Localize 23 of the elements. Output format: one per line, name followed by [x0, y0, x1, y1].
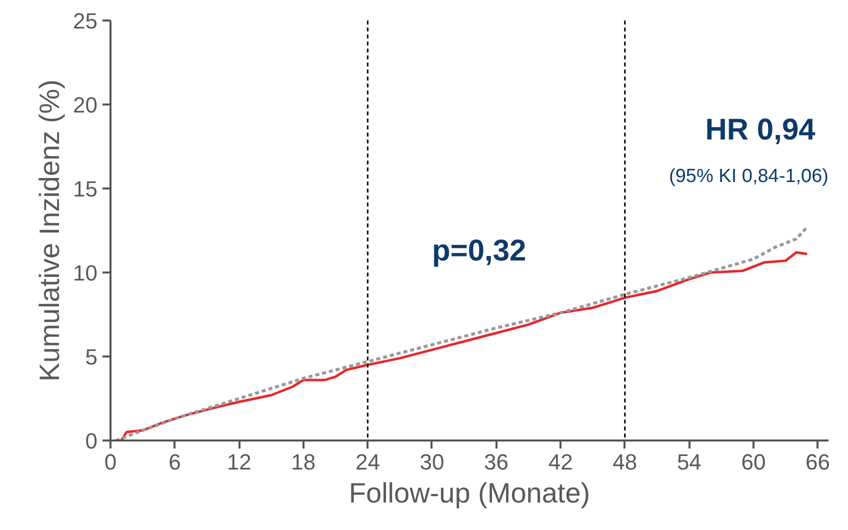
x-tick-label: 54: [676, 450, 702, 474]
x-axis-title: Follow-up (Monate): [348, 478, 590, 508]
annotation: (95% KI 0,84-1,06): [669, 166, 829, 187]
x-tick-label: 30: [420, 450, 444, 474]
y-tick-label: 5: [85, 344, 98, 370]
y-tick-label: 0: [85, 428, 98, 454]
y-axis-title: Kumulative Inzidenz (%): [34, 80, 66, 382]
x-tick-label: 24: [355, 450, 380, 474]
y-tick-label: 10: [73, 260, 98, 286]
x-tick-label: 6: [168, 450, 181, 474]
x-tick-label: 12: [226, 450, 252, 474]
y-tick-label: 15: [73, 176, 98, 202]
x-tick-label: 42: [548, 450, 573, 474]
x-tick-label: 18: [291, 450, 316, 474]
x-tick-label: 66: [806, 450, 830, 474]
annotation: HR 0,94: [705, 114, 816, 146]
x-tick-label: 60: [741, 450, 766, 474]
annotation: p=0,32: [432, 234, 526, 268]
y-tick-label: 20: [73, 92, 98, 118]
y-tick-label: 25: [73, 8, 98, 34]
x-tick-label: 36: [484, 450, 509, 474]
x-tick-label: 48: [612, 450, 638, 474]
x-tick-label: 0: [104, 450, 117, 474]
